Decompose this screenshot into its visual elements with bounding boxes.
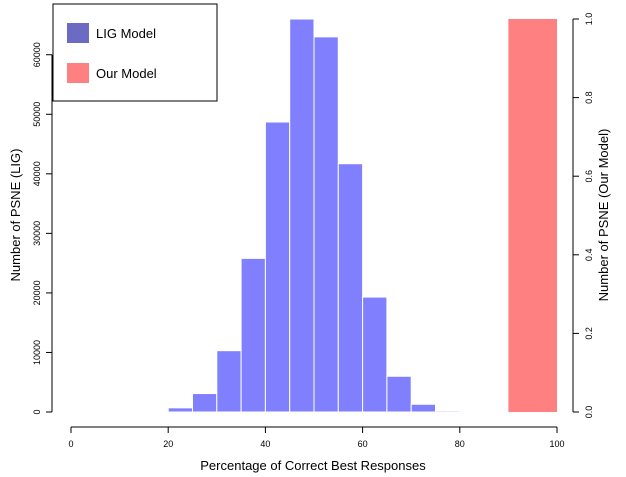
legend-swatch-lig-model [67, 23, 89, 43]
x-tick-label: 100 [549, 439, 564, 449]
y-tick-label-left: 40000 [32, 161, 42, 186]
x-axis: 0 20 40 60 80 100 [68, 426, 565, 449]
x-tick-label: 40 [260, 439, 270, 449]
lig-bar-8 [337, 163, 364, 413]
y-tick-label-right: 0.8 [584, 91, 594, 104]
lig-bar-2 [192, 393, 218, 413]
y-tick-label-left: 60000 [32, 42, 42, 67]
y-tick-label-left: 50000 [32, 102, 42, 127]
y-tick-label-right: 0.2 [584, 327, 594, 340]
y-axis-title-left: Number of PSNE (LIG) [8, 149, 23, 282]
legend-label-lig-model: LIG Model [96, 26, 156, 41]
x-tick-label: 0 [68, 439, 73, 449]
lig-bar-3 [216, 350, 242, 413]
lig-bar-7 [313, 36, 339, 413]
lig-bar-11 [410, 403, 437, 413]
y-axis-left: 0 10000 20000 30000 40000 50000 60000 [32, 42, 53, 415]
lig-bar-0 [143, 410, 169, 413]
legend-box [52, 3, 218, 102]
lig-bar-10 [386, 375, 412, 413]
lig-bar-12 [435, 410, 461, 413]
y-axis-title-right: Number of PSNE (Our Model) [596, 129, 611, 302]
y-tick-label-right: 1.0 [584, 13, 594, 26]
legend: LIG Model Our Model [52, 3, 218, 102]
our-bar-0 [508, 19, 557, 412]
our-model-bars [508, 19, 557, 412]
lig-bar-6 [289, 18, 315, 413]
x-tick-label: 20 [163, 439, 173, 449]
y-tick-label-left: 10000 [32, 340, 42, 365]
y-tick-label-left: 20000 [32, 280, 42, 305]
y-tick-label-right: 0.0 [584, 406, 594, 419]
lig-bar-9 [362, 296, 388, 413]
y-axis-right: 0.0 0.2 0.4 0.6 0.8 1.0 [572, 13, 594, 419]
lig-bar-1 [167, 407, 193, 413]
lig-bar-4 [240, 257, 266, 413]
legend-swatch-our-model [67, 63, 89, 83]
y-tick-label-left: 30000 [32, 221, 42, 246]
x-tick-label: 60 [358, 439, 368, 449]
lig-bar-5 [264, 121, 291, 413]
y-tick-label-left: 0 [32, 409, 42, 414]
x-axis-title: Percentage of Correct Best Responses [200, 458, 426, 473]
lig-model-bars [143, 18, 461, 413]
legend-label-our-model: Our Model [96, 66, 157, 81]
x-tick-label: 80 [455, 439, 465, 449]
y-tick-label-right: 0.4 [584, 249, 594, 262]
y-tick-label-right: 0.6 [584, 170, 594, 183]
